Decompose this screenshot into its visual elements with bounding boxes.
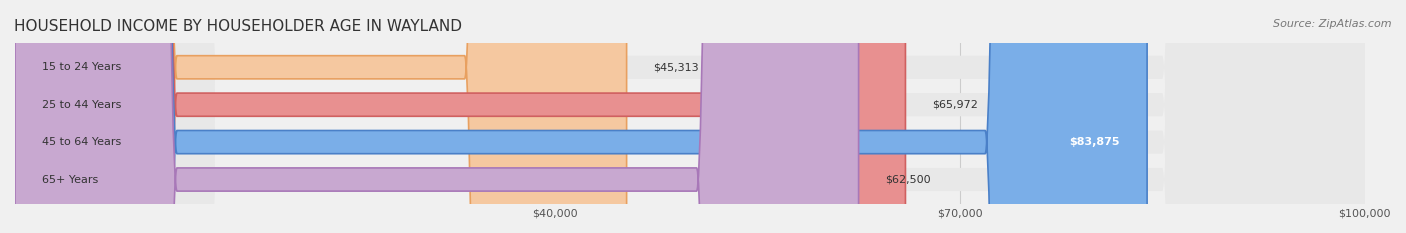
Text: 15 to 24 Years: 15 to 24 Years (42, 62, 121, 72)
FancyBboxPatch shape (15, 0, 1365, 233)
Text: $83,875: $83,875 (1070, 137, 1121, 147)
Text: $45,313: $45,313 (654, 62, 699, 72)
FancyBboxPatch shape (15, 0, 1365, 233)
Text: 25 to 44 Years: 25 to 44 Years (42, 100, 121, 110)
Text: $65,972: $65,972 (932, 100, 979, 110)
Text: HOUSEHOLD INCOME BY HOUSEHOLDER AGE IN WAYLAND: HOUSEHOLD INCOME BY HOUSEHOLDER AGE IN W… (14, 19, 463, 34)
Text: 65+ Years: 65+ Years (42, 175, 98, 185)
Text: 45 to 64 Years: 45 to 64 Years (42, 137, 121, 147)
Text: Source: ZipAtlas.com: Source: ZipAtlas.com (1274, 19, 1392, 29)
FancyBboxPatch shape (15, 0, 905, 233)
FancyBboxPatch shape (15, 0, 1147, 233)
Text: $62,500: $62,500 (886, 175, 931, 185)
FancyBboxPatch shape (15, 0, 859, 233)
FancyBboxPatch shape (15, 0, 1365, 233)
FancyBboxPatch shape (15, 0, 1365, 233)
FancyBboxPatch shape (15, 0, 627, 233)
